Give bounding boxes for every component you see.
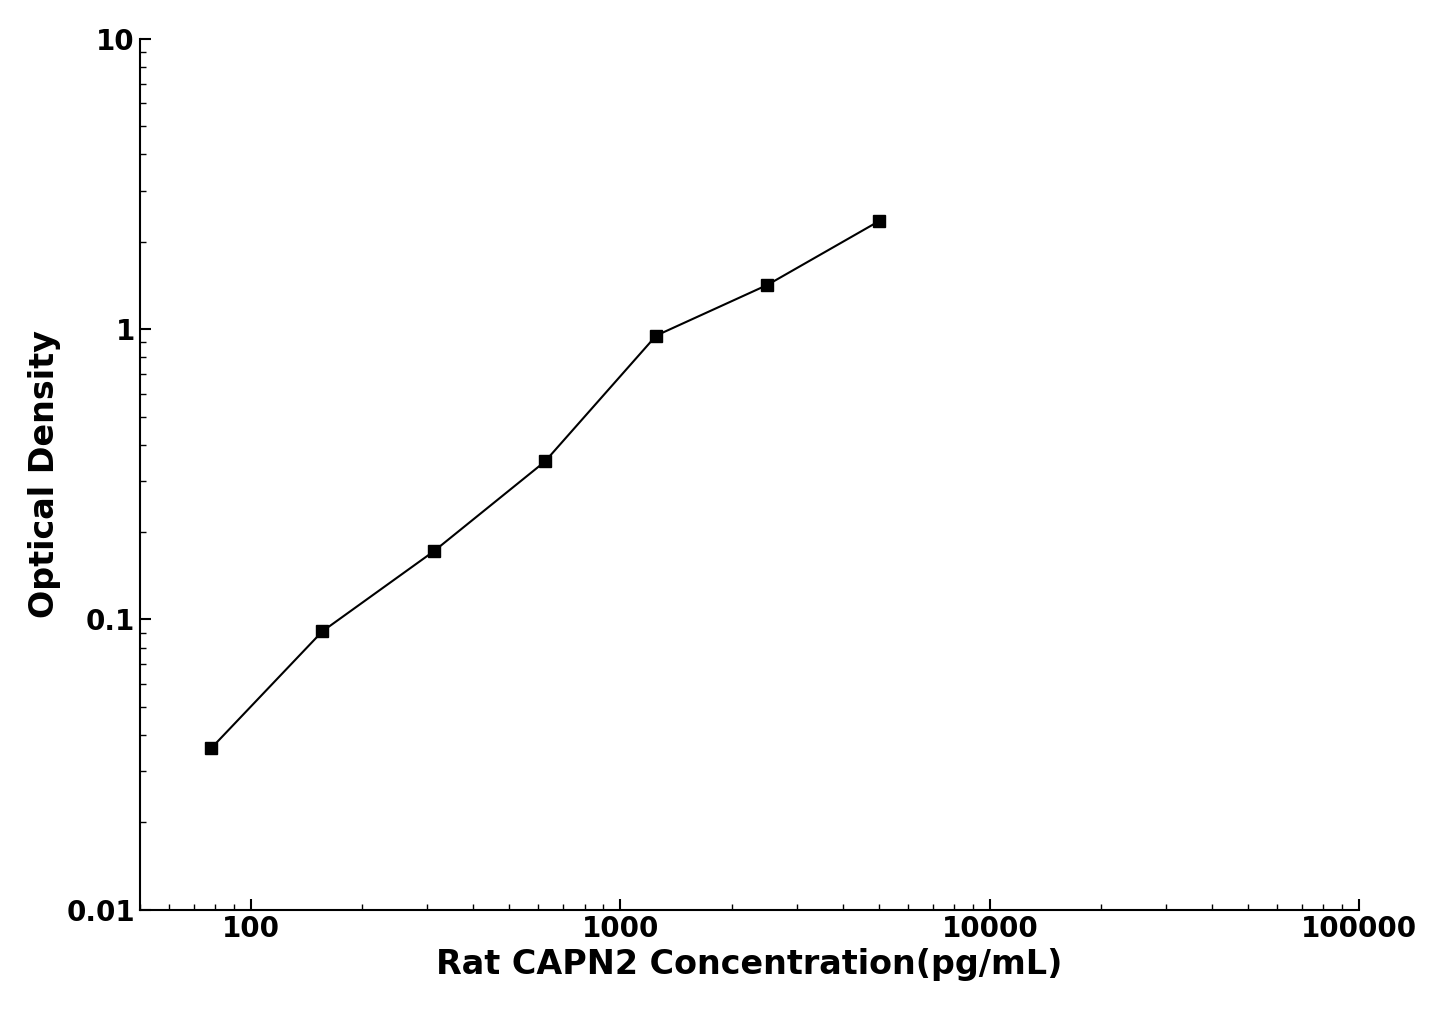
X-axis label: Rat CAPN2 Concentration(pg/mL): Rat CAPN2 Concentration(pg/mL) bbox=[436, 948, 1062, 981]
Y-axis label: Optical Density: Optical Density bbox=[27, 330, 61, 619]
